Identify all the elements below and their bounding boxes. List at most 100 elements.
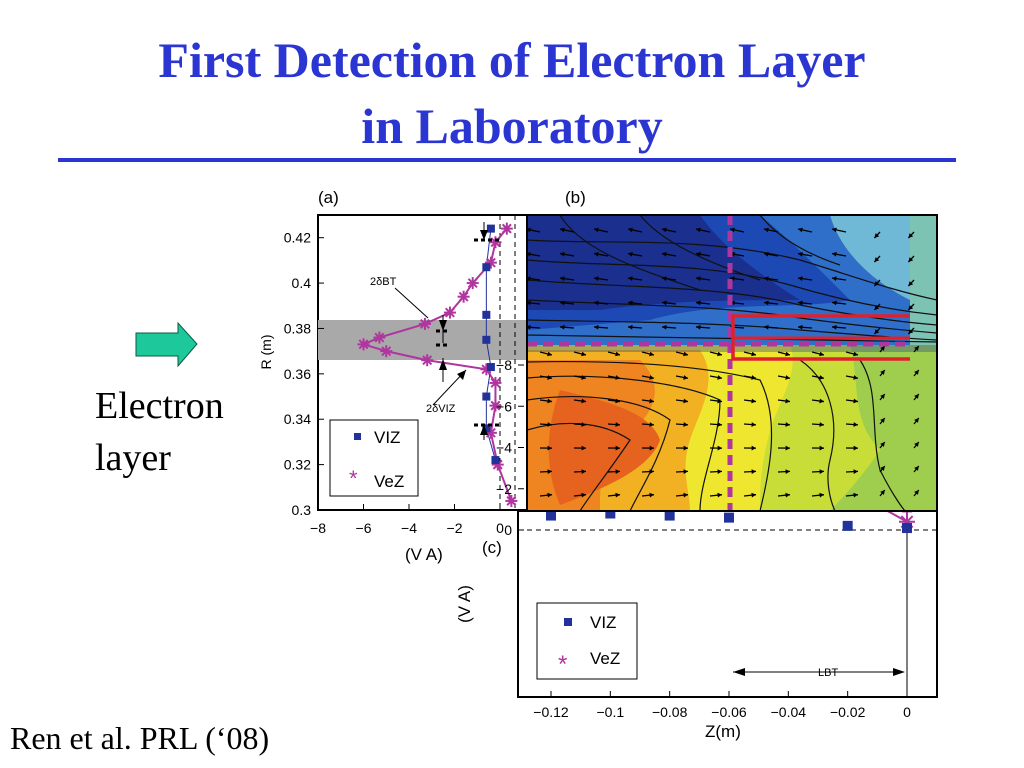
velocity-arrow-head	[832, 324, 837, 330]
velocity-arrow-head	[908, 329, 914, 334]
panel-a-xtick-label: −4	[401, 520, 417, 536]
velocity-arrow-head	[662, 300, 667, 306]
panel-a-xlabel: (V A)	[405, 545, 443, 564]
panel-c: * LBT VIZ VeZ 0 −2 −4 −6 −8 −0.12 −0.1 −0.08 −0.…	[455, 357, 938, 741]
velocity-arrow-head	[594, 276, 599, 281]
velocity-arrow-head	[527, 324, 531, 330]
velocity-arrow-head	[581, 469, 586, 475]
panel-a-vez-point	[357, 338, 370, 351]
panel-c-star-legend-icon: *	[558, 651, 567, 678]
velocity-arrow-head	[785, 492, 790, 498]
panel-c-xtick-label: −0.08	[652, 704, 688, 720]
velocity-arrow-head	[751, 492, 756, 498]
velocity-arrow-head	[649, 375, 654, 380]
velocity-arrow-head	[908, 233, 914, 238]
panel-a-viz-point	[482, 424, 491, 433]
panel-a-vez-point	[418, 317, 431, 330]
velocity-arrow-head	[683, 398, 688, 404]
velocity-arrow-head	[798, 300, 803, 306]
panel-a-ylabel: R (m)	[258, 335, 274, 370]
velocity-arrow-head	[649, 492, 654, 498]
velocity-arrow-head	[819, 398, 824, 404]
velocity-arrow-head	[880, 466, 885, 471]
velocity-arrow-head	[649, 351, 654, 357]
velocity-arrow-head	[628, 300, 633, 306]
panel-c-ytick-label: −8	[496, 357, 512, 373]
velocity-arrow-head	[547, 445, 552, 451]
panel-c-ticks: 0 −2 −4 −6 −8 −0.12 −0.1 −0.08 −0.06 −0.04 −0.02 0	[496, 357, 911, 720]
panel-a-viz-point	[486, 224, 495, 233]
velocity-arrow-head	[662, 251, 667, 257]
velocity-arrow-head	[649, 445, 654, 451]
velocity-arrow-head	[615, 445, 620, 451]
velocity-arrow-head	[615, 422, 620, 427]
velocity-arrow-head	[785, 375, 790, 380]
panel-a-viz-line	[485, 228, 496, 461]
velocity-arrow-head	[908, 257, 914, 262]
velocity-arrow-head	[798, 227, 803, 233]
panel-a-xtick-label: −6	[356, 520, 372, 536]
velocity-arrow-head	[751, 398, 756, 404]
panel-c-viz-point	[724, 512, 734, 523]
panel-a-xtick-label: 0	[496, 520, 504, 536]
velocity-arrow-head	[819, 375, 824, 380]
velocity-arrow-head	[914, 466, 919, 471]
velocity-arrow-head	[914, 394, 919, 399]
velocity-arrow-head	[683, 492, 688, 498]
panel-c-xlabel: Z(m)	[705, 722, 741, 741]
panel-c-viz-point	[902, 522, 912, 533]
velocity-arrow-head	[594, 300, 599, 306]
velocity-arrow-head	[581, 375, 586, 380]
velocity-arrow-head	[914, 490, 919, 495]
velocity-arrow-head	[649, 398, 654, 404]
velocity-arrow-head	[560, 300, 565, 306]
velocity-arrow-head	[764, 324, 769, 330]
panel-a-label: (a)	[318, 188, 339, 207]
panel-a-legend	[329, 419, 419, 497]
panel-c-ytick-label: −4	[496, 440, 512, 456]
panel-a-vez-point	[489, 236, 502, 249]
velocity-arrow-head	[560, 251, 565, 257]
velocity-arrow-head	[662, 227, 667, 233]
velocity-arrow-head	[832, 276, 837, 281]
velocity-arrow-head	[581, 492, 586, 498]
title-underline	[58, 158, 956, 162]
velocity-arrow-head	[798, 251, 803, 257]
panel-c-ylabel: (V A)	[455, 585, 474, 623]
velocity-arrow-head	[683, 422, 688, 427]
velocity-arrow-head	[751, 422, 756, 427]
velocity-arrow-head	[853, 422, 858, 427]
velocity-arrow-head	[615, 398, 620, 404]
panel-a-vez-point	[380, 345, 393, 358]
velocity-arrow-head	[730, 227, 735, 233]
panel-a-viz-point	[482, 335, 491, 344]
velocity-arrow-head	[547, 351, 552, 357]
pointer-arrow-icon	[135, 321, 198, 368]
velocity-arrow-head	[581, 351, 586, 357]
velocity-arrow-head	[662, 276, 667, 281]
panel-a-vez-point	[457, 290, 470, 303]
panel-a-ytick-label: 0.42	[284, 230, 311, 246]
panel-c-xtick-label: 0	[903, 704, 911, 720]
velocity-arrow-head	[628, 276, 633, 281]
panel-a-ticks: 0.3 0.32 0.34 0.36 0.38 0.4 0.42 −8 −6 −4 −2 0	[284, 230, 504, 536]
velocity-arrow-head	[717, 422, 722, 427]
velocity-arrow-head	[696, 324, 701, 330]
panel-c-viz-point	[842, 520, 853, 531]
velocity-arrow-head	[717, 375, 722, 380]
velocity-arrow-head	[628, 324, 633, 330]
panel-c-viz-point	[605, 512, 616, 519]
velocity-arrow-head	[683, 375, 688, 380]
panel-a-viz-point	[482, 263, 491, 272]
velocity-arrow-head	[908, 281, 914, 286]
velocity-arrow-head	[798, 276, 803, 281]
panel-c-legend-vez: VeZ	[590, 649, 620, 668]
panel-a-ytick-label: 0.38	[284, 320, 311, 336]
velocity-arrow-head	[785, 469, 790, 475]
panel-a-vez-point	[443, 306, 456, 319]
velocity-arrow-head	[615, 375, 620, 380]
velocity-arrow-head	[615, 351, 620, 357]
velocity-arrow-head	[751, 351, 756, 357]
velocity-arrow-head	[696, 276, 701, 281]
velocity-arrow-head	[874, 305, 880, 310]
